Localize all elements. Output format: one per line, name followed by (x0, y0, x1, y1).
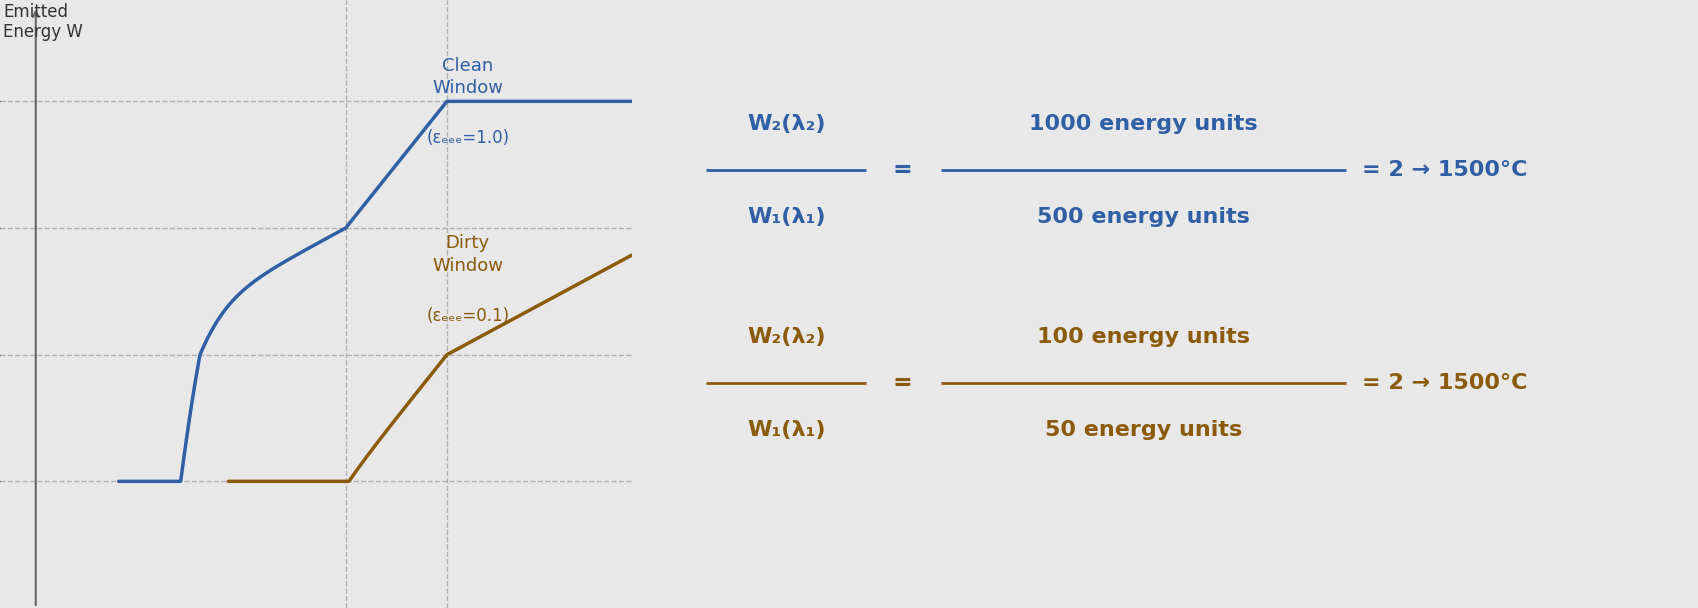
Text: 1000 energy units: 1000 energy units (1029, 114, 1258, 134)
Text: =: = (893, 371, 912, 395)
Text: 100 energy units: 100 energy units (1037, 326, 1250, 347)
Text: =: = (893, 158, 912, 182)
Text: Dirty
Window: Dirty Window (433, 234, 503, 275)
Text: W₁(λ₁): W₁(λ₁) (747, 207, 825, 227)
Text: (εₑₑₑ=0.1): (εₑₑₑ=0.1) (426, 306, 509, 325)
Text: = 2 → 1500°C: = 2 → 1500°C (1362, 161, 1528, 180)
Text: W₂(λ₂): W₂(λ₂) (747, 326, 825, 347)
Text: W₂(λ₂): W₂(λ₂) (747, 114, 825, 134)
Text: 500 energy units: 500 energy units (1037, 207, 1250, 227)
Text: 50 energy units: 50 energy units (1044, 420, 1243, 440)
Text: Emitted
Energy W: Emitted Energy W (3, 2, 83, 41)
Text: (εₑₑₑ=1.0): (εₑₑₑ=1.0) (426, 130, 509, 147)
Text: W₁(λ₁): W₁(λ₁) (747, 420, 825, 440)
Text: Clean
Window: Clean Window (433, 57, 503, 97)
Text: = 2 → 1500°C: = 2 → 1500°C (1362, 373, 1528, 393)
